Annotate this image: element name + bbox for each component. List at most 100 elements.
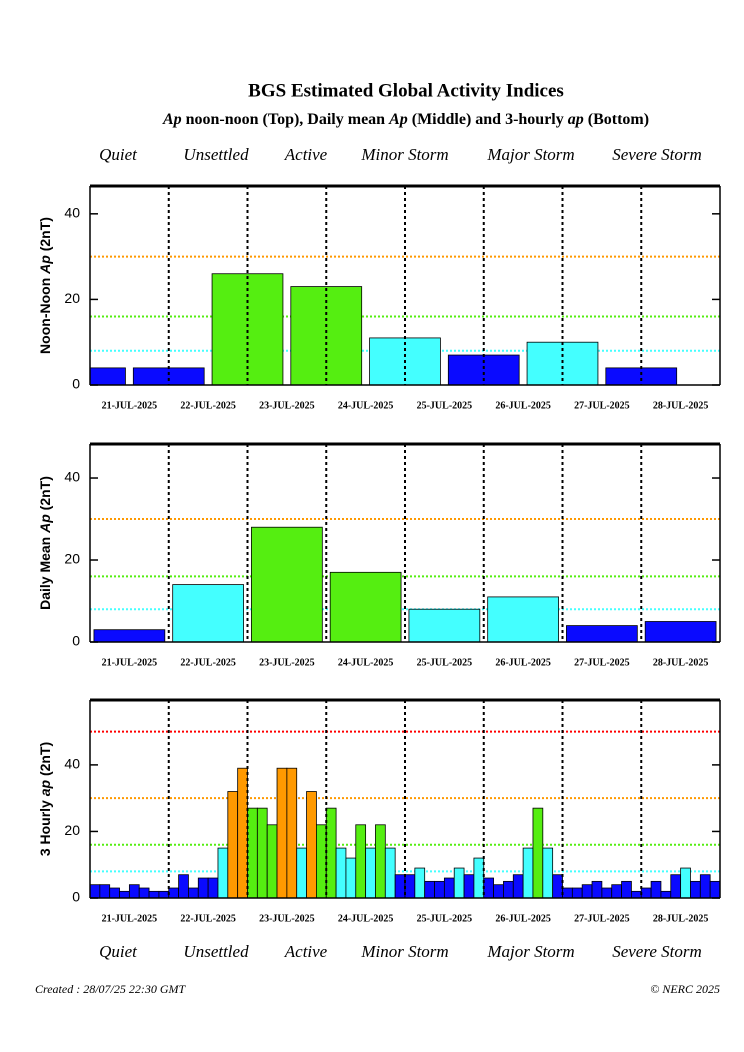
x-tick-label: 28-JUL-2025 [653, 400, 709, 411]
bar [256, 807, 268, 898]
bar [532, 807, 544, 898]
bar [591, 880, 603, 898]
bar [207, 877, 219, 898]
x-tick-label: 23-JUL-2025 [259, 913, 315, 924]
x-tick-label: 27-JUL-2025 [574, 913, 630, 924]
bar [566, 625, 638, 642]
bar [512, 874, 524, 898]
legend-entry: Unsettled [183, 145, 249, 164]
x-tick-label: 21-JUL-2025 [102, 657, 158, 668]
bar [237, 767, 248, 898]
bar [443, 877, 455, 898]
bar [660, 890, 672, 898]
bar [453, 867, 465, 898]
bar [227, 791, 239, 898]
bar [178, 874, 189, 898]
bar [109, 887, 120, 898]
bar [640, 887, 652, 898]
bar [251, 526, 323, 642]
x-tick-label: 23-JUL-2025 [259, 657, 315, 668]
y-tick-label: 0 [72, 633, 80, 649]
legend-entry: Active [284, 942, 328, 961]
bar [276, 767, 288, 898]
bar [487, 596, 559, 642]
bar [709, 880, 720, 898]
bar [463, 874, 475, 898]
bar [414, 867, 426, 898]
bar [473, 857, 485, 898]
x-tick-label: 27-JUL-2025 [574, 400, 630, 411]
bar [132, 367, 205, 385]
y-tick-label: 20 [64, 551, 80, 567]
bar [394, 874, 406, 898]
bar [335, 847, 347, 898]
x-tick-label: 28-JUL-2025 [653, 657, 709, 668]
bar [325, 807, 337, 898]
bar [158, 890, 170, 898]
y-axis-label: Noon-Noon Ap (2nT) [37, 217, 53, 354]
x-tick-label: 21-JUL-2025 [102, 913, 158, 924]
bar [329, 571, 402, 642]
bar [119, 890, 130, 898]
legend-entry: Major Storm [486, 942, 574, 961]
x-tick-label: 21-JUL-2025 [102, 400, 158, 411]
y-axis-label: Daily Mean Ap (2nT) [37, 476, 53, 610]
bar [408, 608, 481, 642]
bar [99, 884, 111, 898]
bar [644, 621, 717, 642]
legend-entry: Severe Storm [612, 942, 702, 961]
bar [690, 880, 701, 898]
bar [247, 807, 258, 898]
created-note: Created : 28/07/25 22:30 GMT [35, 982, 187, 996]
x-tick-label: 26-JUL-2025 [495, 657, 551, 668]
plot-area [90, 730, 720, 898]
bar [680, 867, 691, 898]
bar [365, 847, 376, 898]
plot-area [90, 255, 720, 385]
legend-entry: Quiet [99, 942, 138, 961]
bar [483, 877, 494, 898]
bar [148, 890, 160, 898]
y-tick-label: 0 [72, 889, 80, 905]
bar [670, 874, 682, 898]
bar [217, 847, 229, 898]
bar [631, 890, 642, 898]
x-tick-label: 23-JUL-2025 [259, 400, 315, 411]
bar [296, 847, 307, 898]
bar [168, 887, 179, 898]
bar [542, 847, 554, 898]
bar [611, 884, 622, 898]
y-tick-label: 20 [64, 290, 80, 306]
x-tick-label: 25-JUL-2025 [417, 400, 473, 411]
legend-entry: Severe Storm [612, 145, 702, 164]
y-tick-label: 40 [64, 469, 80, 485]
bar [650, 880, 662, 898]
bar [90, 884, 101, 898]
x-tick-label: 27-JUL-2025 [574, 657, 630, 668]
y-tick-label: 40 [64, 756, 80, 772]
chart-title: BGS Estimated Global Activity Indices [248, 80, 564, 101]
chart-subtitle: Ap noon-noon (Top), Daily mean Ap (Middl… [162, 111, 649, 128]
bar [562, 887, 573, 898]
bar [571, 887, 583, 898]
bar [355, 824, 367, 898]
x-tick-label: 25-JUL-2025 [417, 913, 473, 924]
bar [581, 884, 593, 898]
y-axis-label: 3 Hourly ap (2nT) [37, 742, 53, 856]
y-tick-label: 0 [72, 376, 80, 392]
plot-area [90, 518, 720, 642]
y-tick-label: 40 [64, 205, 80, 221]
x-tick-label: 22-JUL-2025 [180, 913, 236, 924]
y-tick-label: 20 [64, 822, 80, 838]
bar [306, 791, 317, 898]
bar [197, 877, 209, 898]
bar [266, 824, 278, 898]
bar [384, 847, 396, 898]
bar [404, 874, 416, 898]
x-tick-label: 24-JUL-2025 [338, 400, 394, 411]
bar [375, 824, 386, 898]
x-tick-label: 26-JUL-2025 [495, 913, 551, 924]
x-tick-label: 24-JUL-2025 [338, 657, 394, 668]
bar [503, 880, 514, 898]
